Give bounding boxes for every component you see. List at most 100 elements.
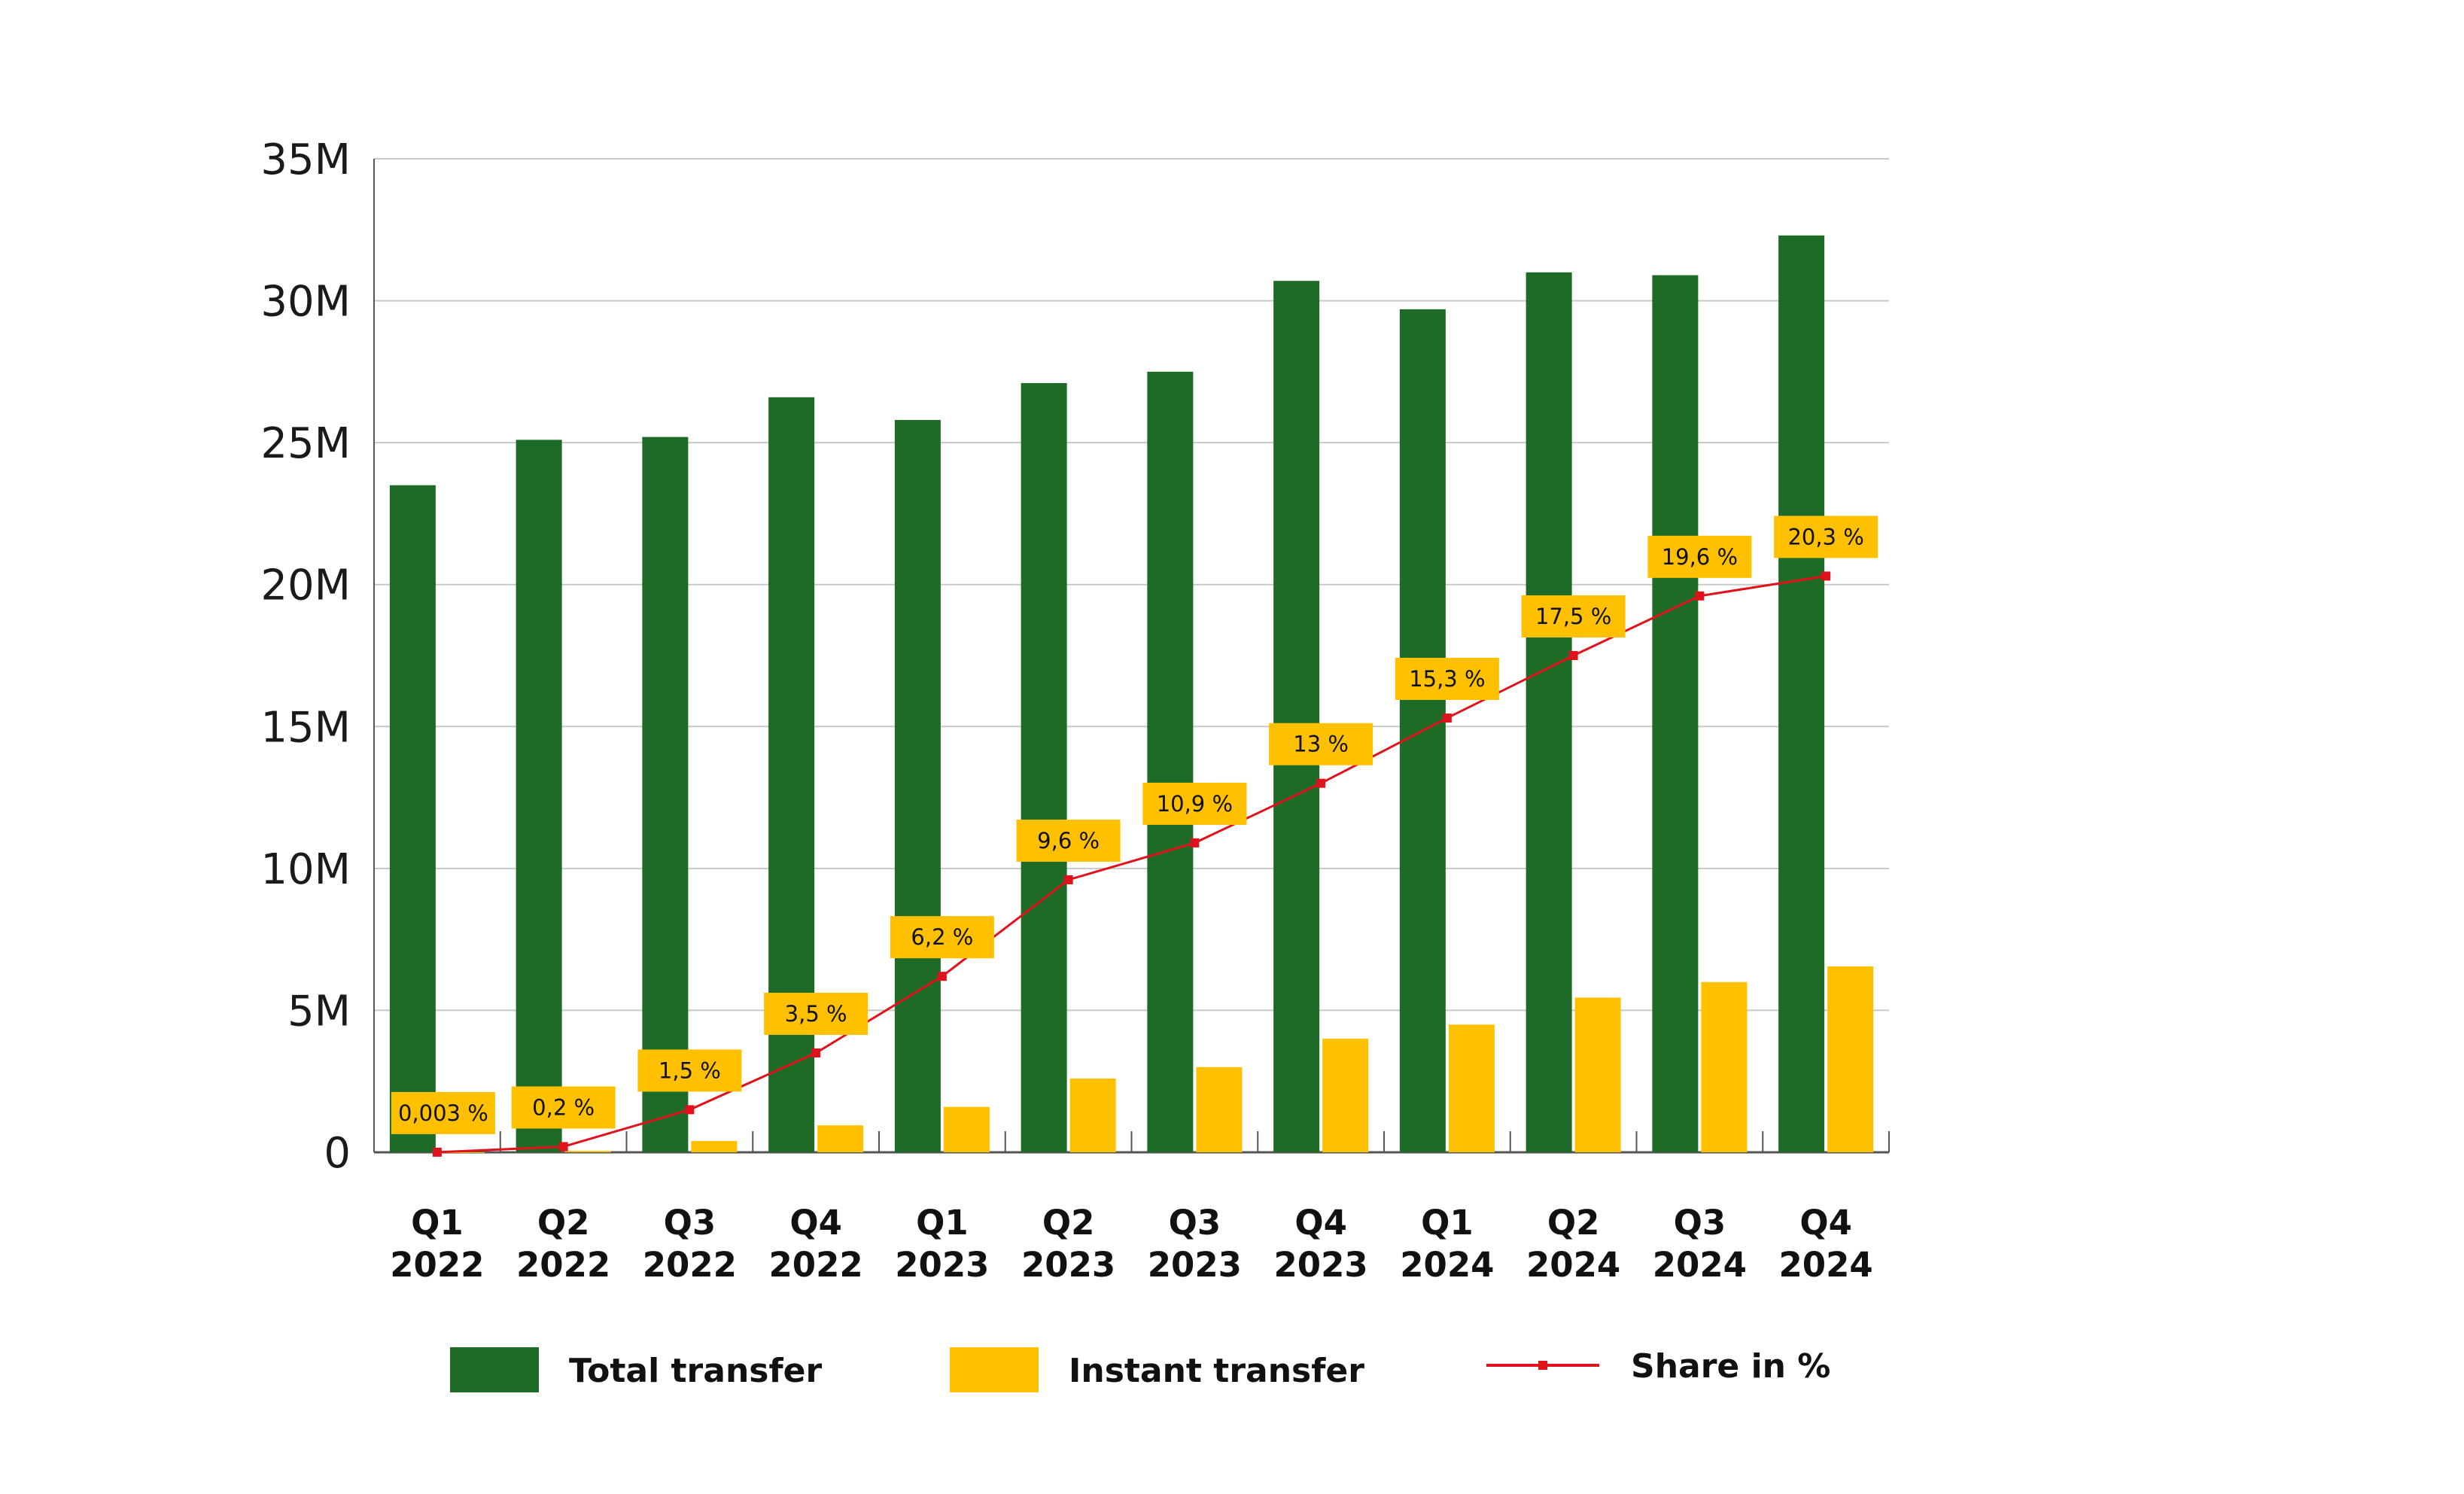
bar-instant-transfer	[1827, 966, 1874, 1152]
x-tick-label-quarter: Q4	[789, 1203, 842, 1243]
legend-swatch	[450, 1347, 539, 1392]
share-label: 19,6 %	[1662, 544, 1738, 570]
bars	[389, 235, 1874, 1153]
x-tick-label-quarter: Q4	[1294, 1203, 1347, 1243]
x-tick-label-quarter: Q2	[537, 1203, 590, 1243]
share-label: 15,3 %	[1409, 666, 1485, 692]
share-label-box	[1774, 516, 1878, 558]
share-label-box	[511, 1086, 616, 1129]
y-tick-label: 35M	[260, 135, 351, 184]
bar-total-transfer	[1147, 371, 1194, 1152]
x-tick-label-year: 2022	[390, 1245, 484, 1285]
x-tick-label-quarter: Q3	[664, 1203, 716, 1243]
bar-instant-transfer	[564, 1151, 611, 1152]
bar-total-transfer	[1273, 281, 1320, 1153]
x-tick-label-quarter: Q4	[1799, 1203, 1852, 1243]
legend-label: Instant transfer	[1069, 1352, 1364, 1390]
share-label-box	[1395, 657, 1499, 700]
bar-total-transfer	[1526, 272, 1572, 1152]
x-tick-label-quarter: Q3	[1169, 1203, 1221, 1243]
share-line	[432, 571, 1831, 1157]
legend-label: Total transfer	[569, 1352, 822, 1390]
share-point-marker	[1695, 591, 1705, 601]
x-tick-label-quarter: Q3	[1674, 1203, 1726, 1243]
bar-instant-transfer	[943, 1106, 990, 1152]
gridlines	[374, 158, 1889, 1012]
y-tick-label: 15M	[260, 703, 351, 752]
share-point-marker	[1821, 571, 1831, 581]
share-label: 3,5 %	[785, 1001, 847, 1027]
share-label: 13 %	[1293, 732, 1349, 757]
x-axis-tick-labels: Q12022Q22022Q32022Q42022Q12023Q22023Q320…	[390, 1203, 1873, 1285]
share-label: 9,6 %	[1037, 828, 1100, 853]
x-tick-label-year: 2024	[1653, 1245, 1747, 1285]
share-point-marker	[1442, 713, 1452, 723]
share-label-box	[764, 993, 868, 1035]
share-line-path	[437, 574, 1827, 1154]
share-point-marker	[937, 972, 947, 981]
legend-swatch	[950, 1347, 1039, 1392]
share-point-marker	[1063, 875, 1073, 884]
y-tick-label: 30M	[260, 278, 351, 327]
bar-total-transfer	[642, 437, 689, 1152]
x-tick-label-year: 2022	[769, 1245, 863, 1285]
x-tick-label-year: 2024	[1400, 1245, 1494, 1285]
y-axis-tick-labels: 0 5M 10M 15M 20M 25M 30M 35M	[260, 135, 351, 1178]
x-tick-label-year: 2023	[895, 1245, 989, 1285]
share-label-box	[391, 1091, 495, 1134]
bar-total-transfer	[894, 419, 941, 1152]
share-label: 6,2 %	[911, 924, 973, 950]
y-tick-label: 5M	[287, 987, 351, 1036]
x-tick-label-quarter: Q1	[1421, 1203, 1474, 1243]
x-tick-label-year: 2023	[1274, 1245, 1368, 1285]
bar-instant-transfer	[817, 1125, 864, 1152]
y-tick-label: 20M	[260, 561, 351, 610]
share-label-box	[1142, 782, 1247, 825]
share-point-marker	[685, 1105, 695, 1115]
bar-instant-transfer	[1196, 1066, 1243, 1152]
share-point-marker	[1190, 838, 1200, 847]
share-label: 20,3 %	[1787, 524, 1863, 549]
share-point-marker	[811, 1048, 821, 1057]
legend-label: Share in %	[1631, 1347, 1830, 1386]
y-tick-label: 0	[324, 1129, 351, 1178]
share-label: 1,5 %	[659, 1057, 721, 1083]
share-point-marker	[432, 1147, 442, 1157]
x-tick-label-year: 2022	[516, 1245, 610, 1285]
x-tick-label-year: 2024	[1526, 1245, 1620, 1285]
share-label-box	[1521, 595, 1626, 637]
x-tick-label-year: 2022	[643, 1245, 737, 1285]
axes	[373, 159, 1890, 1154]
x-tick-label-year: 2023	[1021, 1245, 1115, 1285]
share-point-marker	[558, 1142, 568, 1152]
x-tick-label-quarter: Q1	[411, 1203, 464, 1243]
bar-instant-transfer	[1574, 997, 1621, 1152]
bar-instant-transfer	[691, 1140, 738, 1152]
share-label: 0,2 %	[532, 1094, 595, 1120]
bar-total-transfer	[516, 440, 562, 1152]
bar-instant-transfer	[438, 1152, 485, 1153]
legend: Total transfer Instant transfer Share in %	[450, 1347, 1830, 1392]
share-label: 17,5 %	[1535, 604, 1611, 629]
share-label-box	[890, 916, 994, 959]
share-label: 0,003 %	[398, 1100, 488, 1126]
bar-instant-transfer	[1322, 1039, 1369, 1152]
x-tick-label-quarter: Q2	[1042, 1203, 1095, 1243]
bar-instant-transfer	[1448, 1024, 1495, 1152]
share-label-box	[1269, 723, 1373, 765]
x-tick-label-quarter: Q1	[916, 1203, 969, 1243]
bar-total-transfer	[1652, 275, 1699, 1153]
bar-total-transfer	[1021, 382, 1067, 1152]
x-tick-label-year: 2024	[1779, 1245, 1873, 1285]
share-label-box	[1647, 535, 1752, 578]
share-point-marker	[1316, 778, 1326, 788]
share-labels: 0,003 % 0,2 % 1,5 % 3,5 % 6,2 % 9,6 % 10,9 % 13…	[391, 516, 1878, 1134]
share-label: 10,9 %	[1157, 791, 1233, 817]
share-label-box	[637, 1049, 742, 1092]
x-tick-label-year: 2023	[1148, 1245, 1242, 1285]
y-tick-label: 25M	[260, 419, 351, 468]
share-label-box	[1016, 819, 1121, 862]
legend-line-marker	[1538, 1361, 1547, 1370]
